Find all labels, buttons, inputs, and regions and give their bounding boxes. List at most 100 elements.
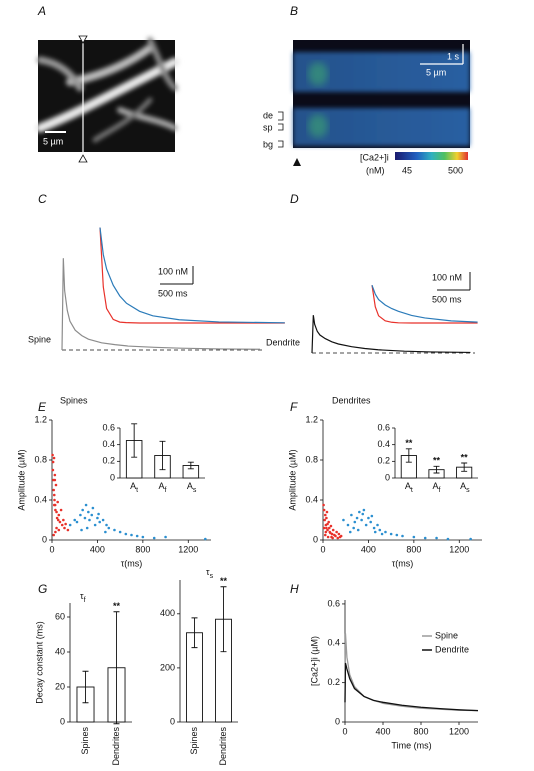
x-tick-label: 800 (406, 544, 421, 554)
point (331, 528, 335, 532)
y-tick-label: 0.6 (377, 422, 390, 432)
point (329, 524, 333, 528)
space-bar-label: 5 µm (426, 67, 446, 77)
trace-label: Dendrite (266, 337, 300, 347)
point (362, 508, 366, 512)
point (107, 526, 111, 530)
point (446, 537, 450, 541)
x-tick-label: 1200 (178, 544, 198, 554)
point (96, 516, 99, 520)
point (336, 536, 340, 540)
point (412, 535, 416, 539)
error-bar (191, 617, 198, 649)
x-tick-label: 400 (375, 726, 390, 736)
point (93, 523, 97, 527)
point (350, 513, 353, 517)
line (344, 662, 479, 712)
point (401, 534, 404, 538)
error-bar (461, 462, 468, 472)
y-tick-label: 40 (55, 646, 65, 656)
point (52, 503, 56, 507)
point (395, 533, 399, 537)
x-tick-label: At (405, 481, 413, 493)
point (52, 533, 56, 537)
panel-label: D (290, 192, 299, 206)
panel-label: B (290, 4, 298, 18)
scale-bar-label: 500 ms (432, 294, 462, 304)
y-axis-label: [Ca2+]i (µM) (309, 636, 319, 686)
point (53, 498, 56, 502)
chart-title: τs (206, 567, 214, 579)
point (52, 493, 56, 497)
error-bar (159, 440, 166, 471)
point (423, 536, 427, 540)
point (79, 513, 82, 517)
x-tick-label: Spines (80, 727, 90, 755)
point (372, 526, 376, 530)
y-tick-label: 0.8 (34, 454, 47, 464)
point (75, 520, 79, 524)
point (348, 530, 352, 534)
point (323, 513, 327, 517)
point (85, 526, 89, 530)
y-tick-label: 0.4 (305, 494, 318, 504)
panel-label: C (38, 192, 47, 206)
row-label: bg (263, 139, 273, 149)
point (327, 526, 331, 530)
error-bar (131, 423, 138, 458)
error-bar (220, 586, 227, 653)
colorbar-unit: (nM) (366, 165, 385, 175)
x-tick-label: Spines (189, 727, 199, 755)
point (373, 530, 377, 534)
y-tick-label: 0.4 (102, 439, 115, 449)
point (53, 478, 57, 482)
x-tick-label: 0 (320, 544, 325, 554)
y-tick-label: 400 (160, 608, 175, 618)
y-tick-label: 200 (160, 662, 175, 672)
y-tick-label: 0 (110, 472, 115, 482)
point (57, 528, 61, 532)
point (98, 520, 101, 524)
point (51, 460, 55, 464)
point (435, 536, 438, 540)
point (63, 526, 66, 530)
error-bar (82, 670, 89, 704)
point (370, 514, 374, 518)
annotation: ** (220, 576, 228, 586)
x-axis-label: τ(ms) (121, 558, 143, 568)
point (135, 534, 139, 538)
point (334, 534, 337, 538)
point (130, 533, 133, 537)
y-tick-label: 0.6 (327, 598, 340, 608)
point (104, 530, 107, 534)
x-tick-label: 800 (135, 544, 150, 554)
y-tick-label: 0 (335, 716, 340, 726)
y-tick-label: 0 (42, 534, 47, 544)
scale-bar-label: 100 nM (432, 272, 462, 282)
y-tick-label: 0.4 (34, 494, 47, 504)
x-tick-label: At (130, 481, 138, 493)
panel-label: A (37, 4, 46, 18)
error-bar (113, 611, 120, 725)
point (326, 528, 329, 532)
point (54, 483, 58, 487)
point (88, 518, 91, 522)
x-tick-label: 1200 (449, 544, 469, 554)
point (73, 518, 77, 522)
x-tick-label: 400 (361, 544, 376, 554)
point (55, 526, 58, 530)
point (51, 453, 54, 457)
point (113, 528, 116, 532)
colorbar-tick-label: 45 (402, 165, 412, 175)
point (376, 523, 379, 527)
point (54, 530, 57, 534)
x-tick-label: 400 (90, 544, 105, 554)
point (58, 520, 62, 524)
y-tick-label: 0.2 (327, 677, 340, 687)
point (52, 488, 56, 492)
chart-title: Dendrites (332, 395, 371, 405)
point (141, 535, 145, 539)
annotation: ** (405, 438, 413, 448)
point (124, 532, 128, 536)
point (360, 518, 363, 522)
